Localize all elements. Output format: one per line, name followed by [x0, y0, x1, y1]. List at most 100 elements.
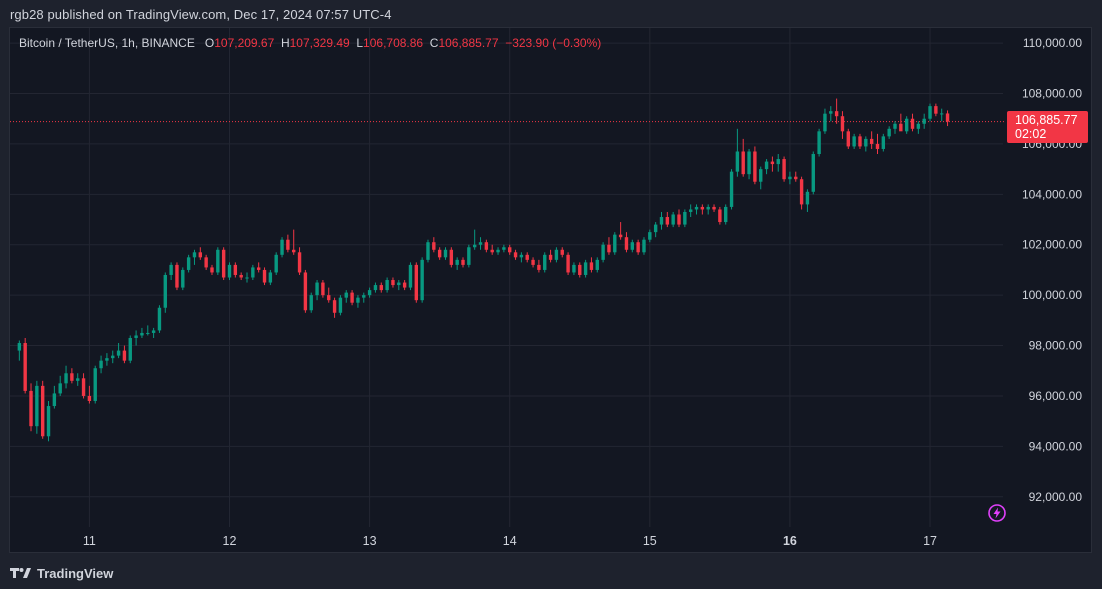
- candle: [636, 239, 640, 255]
- candle: [151, 327, 156, 338]
- tradingview-footer[interactable]: TradingView: [10, 564, 113, 582]
- candle-body: [40, 385, 45, 437]
- candle: [770, 156, 775, 172]
- low-label: L: [356, 36, 364, 50]
- chart-pane[interactable]: [9, 27, 1092, 553]
- candle-body: [251, 267, 255, 278]
- x-tick-label: 15: [643, 534, 657, 548]
- lightning-bolt-icon[interactable]: [987, 503, 1007, 523]
- candle-body: [87, 395, 92, 401]
- candle-body: [151, 330, 156, 333]
- candle: [210, 264, 214, 275]
- candle: [653, 222, 658, 238]
- candle-body: [332, 300, 337, 313]
- candle-body: [221, 249, 226, 278]
- candle: [17, 340, 22, 361]
- candle-body: [303, 272, 308, 311]
- candle: [478, 237, 483, 250]
- candle-body: [128, 337, 132, 361]
- candle: [227, 262, 232, 281]
- candle: [367, 287, 372, 298]
- candle: [554, 247, 559, 263]
- candle-body: [560, 249, 564, 255]
- candle: [899, 113, 903, 132]
- candle-body: [437, 249, 442, 258]
- candle-body: [461, 259, 465, 265]
- candle-body: [35, 385, 39, 427]
- candle: [869, 131, 874, 149]
- open-value: 107,209.67: [214, 36, 275, 50]
- candle: [35, 380, 39, 434]
- candle-body: [805, 191, 810, 205]
- candle: [490, 244, 494, 255]
- candle-body: [420, 259, 424, 301]
- candle: [677, 209, 681, 228]
- close-label: C: [429, 36, 439, 50]
- candle: [782, 156, 786, 182]
- candle: [724, 204, 728, 225]
- candle-body: [76, 378, 80, 381]
- candle-body: [759, 169, 763, 182]
- candle-body: [338, 297, 343, 313]
- candle: [163, 272, 167, 313]
- candle-body: [297, 252, 302, 273]
- candle-body: [811, 154, 815, 192]
- candle-body: [601, 244, 605, 260]
- candle-body: [840, 116, 845, 132]
- candle-body: [724, 206, 728, 223]
- candle-body: [262, 269, 267, 283]
- candle: [560, 247, 564, 258]
- candle: [327, 287, 331, 303]
- candle-body: [46, 406, 51, 437]
- candle: [945, 110, 950, 127]
- candle: [642, 237, 646, 255]
- candle: [659, 211, 664, 230]
- candle: [321, 280, 325, 298]
- candle: [829, 106, 833, 122]
- change-value: −323.90 (−0.30%): [505, 36, 602, 50]
- candles-group: [17, 98, 950, 442]
- candle: [116, 343, 121, 359]
- candle: [362, 292, 366, 303]
- candle: [402, 280, 407, 291]
- candle-body: [618, 234, 623, 238]
- candle-body: [922, 118, 926, 124]
- candle-body: [688, 209, 693, 212]
- candle-body: [321, 282, 325, 296]
- candle-body: [315, 282, 319, 296]
- candle-body: [210, 267, 214, 273]
- candle: [122, 345, 127, 364]
- candle: [245, 272, 249, 283]
- candle: [764, 159, 769, 175]
- x-tick-label: 12: [223, 534, 237, 548]
- candle: [64, 365, 68, 389]
- candle-body: [373, 285, 378, 291]
- last-price-tag: 106,885.77 02:02: [1007, 111, 1088, 143]
- y-tick-label: 92,000.00: [1029, 490, 1083, 504]
- low-value: 106,708.86: [363, 36, 424, 50]
- tradingview-logo-icon: [10, 568, 31, 578]
- high-value: 107,329.49: [289, 36, 350, 50]
- candle: [595, 257, 599, 273]
- candle: [601, 242, 605, 263]
- candle: [508, 244, 512, 255]
- candle-body: [928, 106, 932, 119]
- candle-body: [157, 307, 162, 331]
- candle-body: [280, 239, 284, 255]
- candle-body: [379, 285, 383, 291]
- candle-body: [893, 123, 897, 129]
- candle-body: [829, 111, 833, 114]
- candle: [467, 244, 471, 268]
- candle: [303, 269, 308, 313]
- symbol-label[interactable]: Bitcoin / TetherUS, 1h, BINANCE: [19, 36, 195, 50]
- candle: [671, 211, 675, 228]
- candle: [904, 116, 909, 134]
- candle: [753, 146, 757, 185]
- candle-body: [881, 136, 886, 149]
- candle-body: [548, 254, 553, 260]
- candle-body: [122, 350, 127, 361]
- candle: [922, 113, 926, 129]
- y-tick-label: 108,000.00: [1022, 87, 1082, 101]
- candle-body: [613, 234, 617, 253]
